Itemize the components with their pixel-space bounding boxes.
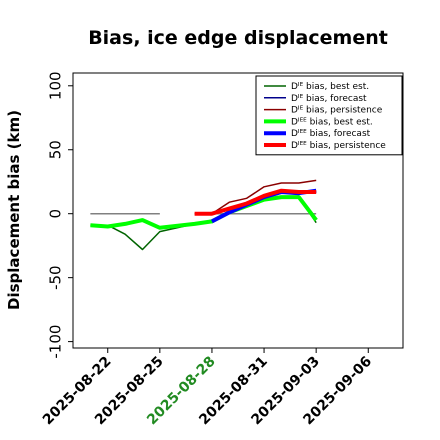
legend-entry-4: Dᴵᴱᴱ bias, forecast	[291, 129, 371, 139]
legend-entry-3: Dᴵᴱᴱ bias, best est.	[291, 117, 373, 127]
legend-entry-2: Dᴵᴱ bias, persistence	[291, 106, 383, 116]
y-tick-label: 0	[47, 209, 65, 219]
chart-title: Bias, ice edge displacement	[88, 27, 388, 49]
y-axis-label: Displacement bias (km)	[5, 110, 23, 310]
y-tick-label: -50	[47, 265, 65, 290]
y-tick-label: 100	[47, 71, 65, 100]
series-line-5	[194, 188, 317, 216]
legend-entry-1: Dᴵᴱ bias, forecast	[291, 94, 367, 104]
plot-area: -100-500501002025-08-222025-08-252025-08…	[40, 71, 404, 428]
y-tick-label: 50	[47, 140, 65, 159]
legend-box	[255, 75, 403, 156]
legend-entry-0: Dᴵᴱ bias, best est.	[291, 82, 369, 92]
legend-entry-5: Dᴵᴱᴱ bias, persistence	[291, 141, 386, 151]
y-tick-label: -100	[47, 325, 65, 359]
axes-frame	[72, 72, 404, 349]
